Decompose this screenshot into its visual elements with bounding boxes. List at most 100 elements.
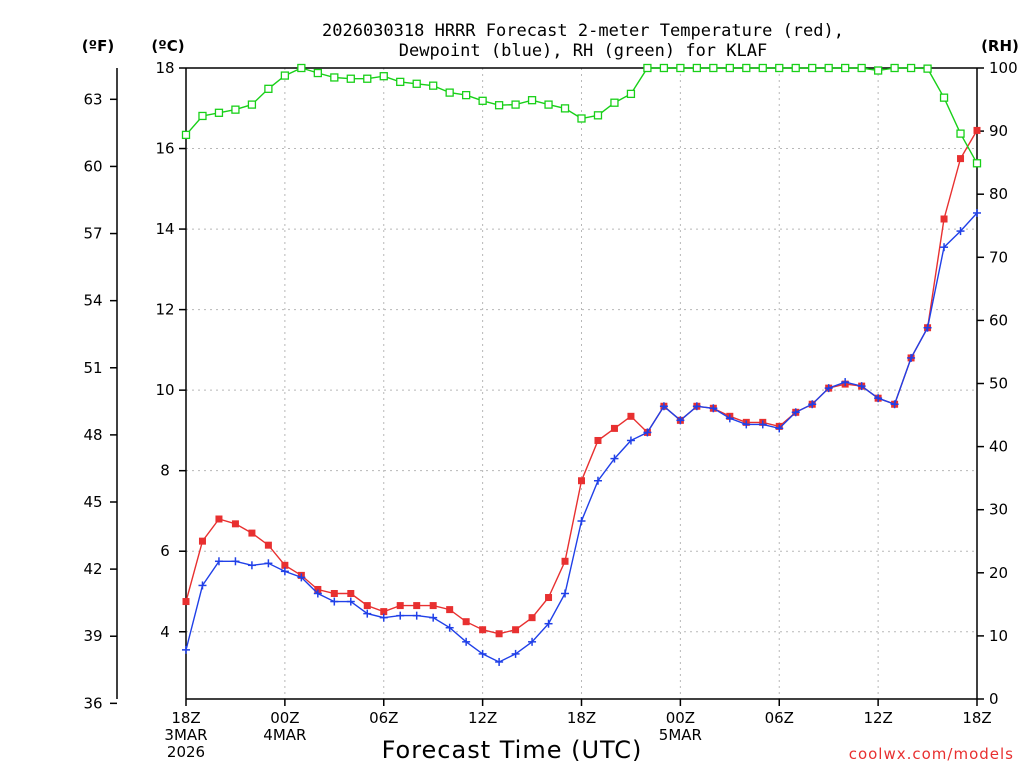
credit-label: coolwx.com/models <box>849 745 1014 763</box>
dewpoint-point <box>709 404 718 413</box>
celsius-tick-label: 6 <box>160 542 170 560</box>
temperature-point <box>396 602 404 610</box>
rh-point <box>313 68 322 78</box>
rh-point <box>742 63 751 73</box>
dewpoint-point <box>791 408 800 417</box>
celsius-tick-label: 14 <box>155 220 174 238</box>
temperature-point <box>462 618 470 626</box>
dewpoint-point <box>280 567 289 576</box>
rh-point <box>593 111 603 120</box>
dewpoint-point <box>907 353 916 362</box>
x-tick-label: 18Z <box>567 709 596 727</box>
x-tick-label: 2026 <box>167 743 205 761</box>
rh-point <box>412 79 421 88</box>
rh-point <box>527 96 537 105</box>
dewpoint-point <box>692 402 701 411</box>
rh-point <box>808 63 817 73</box>
dewpoint-point <box>973 208 981 217</box>
temperature-point <box>957 155 965 163</box>
rh-point <box>791 63 800 73</box>
rh-point <box>972 159 982 168</box>
rh-point <box>429 81 438 90</box>
rh-point <box>775 63 784 73</box>
rh-tick-label: 90 <box>989 122 1008 140</box>
temperature-point <box>561 557 569 565</box>
fahrenheit-tick-label: 57 <box>83 225 102 243</box>
rh-point <box>363 74 372 83</box>
temperature-point <box>248 529 256 537</box>
x-tick-label: 18Z <box>962 709 991 727</box>
dewpoint-point <box>330 597 339 606</box>
x-tick-label: 5MAR <box>659 726 702 744</box>
celsius-unit-label: (ºC) <box>151 37 184 55</box>
celsius-tick-label: 18 <box>155 59 174 77</box>
rh-point <box>923 64 932 73</box>
temperature-point <box>610 424 618 432</box>
dewpoint-point <box>297 573 306 582</box>
rh-tick-label: 40 <box>989 438 1008 456</box>
x-tick-label: 12Z <box>468 709 497 727</box>
temperature-point <box>973 126 981 134</box>
rh-point <box>560 104 570 113</box>
rh-point <box>396 77 405 87</box>
temperature-point <box>512 626 520 634</box>
temperature-point <box>363 602 371 610</box>
x-tick-label: 3MAR <box>164 726 207 744</box>
dewpoint-point <box>247 561 256 570</box>
fahrenheit-tick-label: 48 <box>83 426 102 444</box>
fahrenheit-tick-label: 63 <box>83 90 102 108</box>
rh-point <box>478 96 487 105</box>
rh-point <box>511 100 520 109</box>
rh-point <box>494 101 504 110</box>
dewpoint-point <box>528 637 537 646</box>
dewpoint-point <box>610 454 619 463</box>
rh-point <box>297 63 306 73</box>
rh-tick-label: 50 <box>989 375 1008 393</box>
rh-point <box>939 93 949 102</box>
rh-point <box>247 100 257 109</box>
dewpoint-point <box>396 611 405 620</box>
dewpoint-point <box>231 557 240 566</box>
dewpoint-point <box>346 597 355 606</box>
x-tick-label: 06Z <box>765 709 794 727</box>
rh-point <box>461 90 471 100</box>
tick-labels: 36 39 42 45 48 51 54 57 60 63 4 6 8 10 12 14 16 18 0 10 20 30… <box>83 59 1017 761</box>
fahrenheit-tick-label: 60 <box>83 157 102 175</box>
temperature-point <box>347 589 355 597</box>
temperature-point <box>215 515 223 523</box>
temperature-point <box>413 602 421 610</box>
dewpoint-point <box>429 613 438 622</box>
rh-unit-label: (RH) <box>981 37 1019 55</box>
rh-point <box>659 63 669 73</box>
temperature-point <box>182 598 190 606</box>
rh-point <box>692 63 702 73</box>
fahrenheit-tick-label: 39 <box>83 627 102 645</box>
rh-tick-label: 60 <box>989 311 1008 329</box>
axes <box>110 67 984 706</box>
temperature-point <box>578 477 585 485</box>
temperature-point <box>330 589 338 597</box>
rh-point <box>841 63 850 73</box>
dewpoint-point <box>445 623 454 632</box>
dewpoint-point <box>725 414 734 423</box>
x-tick-label: 18Z <box>171 709 200 727</box>
rh-point <box>890 63 899 73</box>
temperature-point <box>446 606 454 614</box>
dewpoint-point <box>478 649 487 658</box>
dewpoint-point <box>643 428 652 437</box>
rh-point <box>280 71 290 80</box>
dewpoint-point <box>923 323 932 332</box>
celsius-tick-label: 10 <box>155 381 174 399</box>
dewpoint-point <box>182 645 190 654</box>
x-axis-title: Forecast Time (UTC) <box>382 736 643 764</box>
rh-point <box>709 63 718 73</box>
x-tick-label: 06Z <box>369 709 398 727</box>
rh-tick-label: 20 <box>989 564 1008 582</box>
fahrenheit-unit-label: (ºF) <box>82 37 114 55</box>
rh-point <box>610 98 619 107</box>
rh-point <box>758 63 767 73</box>
x-tick-label: 00Z <box>270 709 299 727</box>
dewpoint-point <box>412 611 421 620</box>
celsius-tick-label: 16 <box>155 140 174 158</box>
